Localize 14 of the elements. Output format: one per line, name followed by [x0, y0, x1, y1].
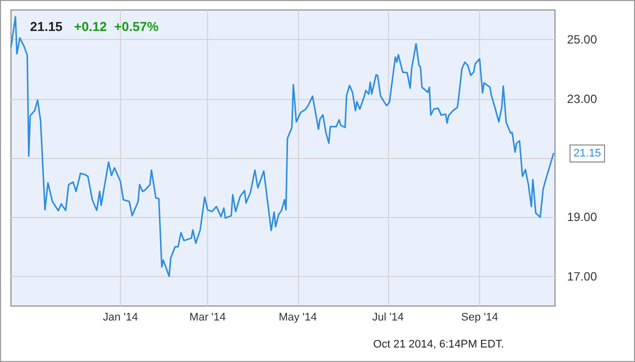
y-tick-label: 17.00	[567, 269, 598, 284]
x-tick-label: Jul '14	[372, 312, 404, 324]
x-tick-label: Sep '14	[461, 312, 498, 324]
line-series	[10, 16, 554, 278]
y-tick-label: 23.00	[567, 92, 598, 106]
x-tick-label: Mar '14	[189, 312, 226, 324]
text: 21.15	[30, 19, 63, 34]
text: +0.12 +0.57%	[74, 19, 160, 34]
y-tick-label: 19.00	[567, 210, 598, 224]
annotation: 21.15	[574, 148, 602, 160]
x-tick-label: May '14	[278, 312, 317, 324]
x-tick-label: Jan '14	[102, 312, 138, 324]
y-tick-label: 25.00	[567, 32, 598, 47]
text: Oct 21 2014, 6:14PM EDT.	[373, 338, 504, 350]
